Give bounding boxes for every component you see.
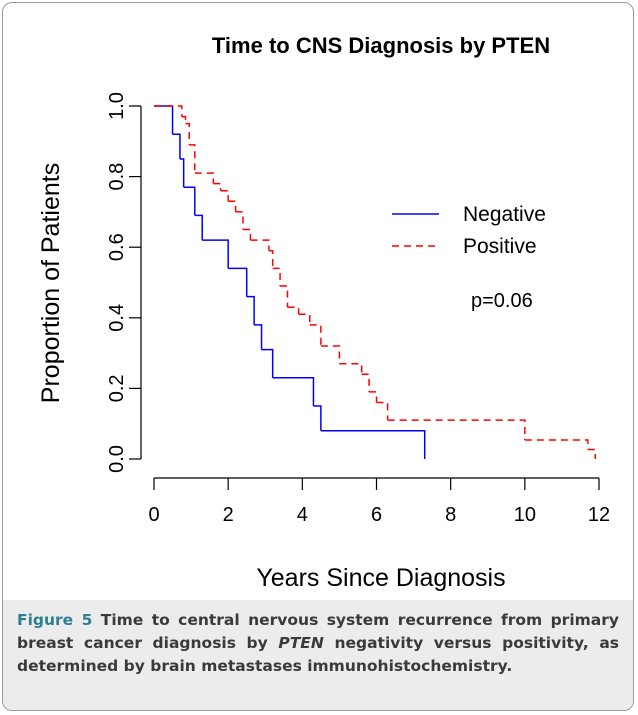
legend-label: Negative xyxy=(463,203,546,226)
survival-step xyxy=(376,401,389,421)
survival-step xyxy=(387,419,526,440)
caption-label: Figure 5 xyxy=(17,611,93,629)
y-tick-label: 0.6 xyxy=(106,233,128,261)
survival-step xyxy=(261,348,274,378)
survival-step xyxy=(202,239,229,269)
survival-step xyxy=(172,133,181,159)
survival-step xyxy=(287,306,300,315)
x-tick-label: 0 xyxy=(148,504,159,526)
y-tick-label: 1.0 xyxy=(106,92,128,120)
survival-step xyxy=(213,182,222,191)
y-tick-label: 0.0 xyxy=(106,445,128,473)
survival-step xyxy=(154,105,183,117)
caption-italic: PTEN xyxy=(278,634,324,652)
survival-step xyxy=(228,200,237,212)
survival-step xyxy=(254,324,263,350)
caption-text: negativity versus positivity, as determi… xyxy=(17,634,620,675)
caption-text: Time to central nervous system recurrenc… xyxy=(17,611,619,652)
y-tick-label: 0.2 xyxy=(106,374,128,402)
survival-step xyxy=(181,115,187,124)
survival-step xyxy=(298,313,311,325)
survival-step xyxy=(220,189,229,202)
survival-step xyxy=(235,211,244,230)
survival-step xyxy=(189,144,196,174)
chart: Time to CNS Diagnosis by PTEN Years Sinc… xyxy=(37,33,610,592)
survival-step xyxy=(154,105,174,135)
survival-step xyxy=(185,122,190,145)
survival-step xyxy=(524,439,589,450)
survival-step xyxy=(587,448,597,459)
survival-step xyxy=(272,267,281,287)
survival-step xyxy=(309,324,322,347)
survival-step xyxy=(268,249,274,269)
survival-step xyxy=(280,285,289,308)
survival-step xyxy=(361,373,370,392)
legend-label: Positive xyxy=(463,235,537,258)
x-tick-label: 10 xyxy=(514,504,536,526)
x-tick-label: 12 xyxy=(588,504,610,526)
survival-step xyxy=(313,405,322,431)
y-tick-label: 0.4 xyxy=(106,304,128,332)
y-axis-label: Proportion of Patients xyxy=(37,163,65,403)
x-tick-label: 2 xyxy=(223,504,234,526)
survival-step xyxy=(246,295,255,325)
survival-step xyxy=(243,228,252,241)
survival-step xyxy=(272,377,315,407)
survival-step xyxy=(228,267,248,297)
annotation: p=0.06 xyxy=(471,290,533,312)
caption: Figure 5 Time to central nervous system … xyxy=(3,600,633,710)
x-tick-label: 8 xyxy=(445,504,456,526)
survival-step xyxy=(194,214,203,241)
y-tick-label: 0.8 xyxy=(106,163,128,191)
survival-step xyxy=(194,172,215,184)
survival-step xyxy=(320,430,426,459)
survival-step xyxy=(320,345,341,364)
x-axis-label: Years Since Diagnosis xyxy=(256,564,505,592)
survival-step xyxy=(339,362,363,375)
survival-step xyxy=(183,186,196,216)
survival-step xyxy=(250,239,270,251)
x-tick-label: 6 xyxy=(371,504,382,526)
chart-title: Time to CNS Diagnosis by PTEN xyxy=(212,33,550,58)
x-tick-label: 4 xyxy=(297,504,308,526)
survival-step xyxy=(179,158,185,188)
survival-step xyxy=(369,391,378,403)
